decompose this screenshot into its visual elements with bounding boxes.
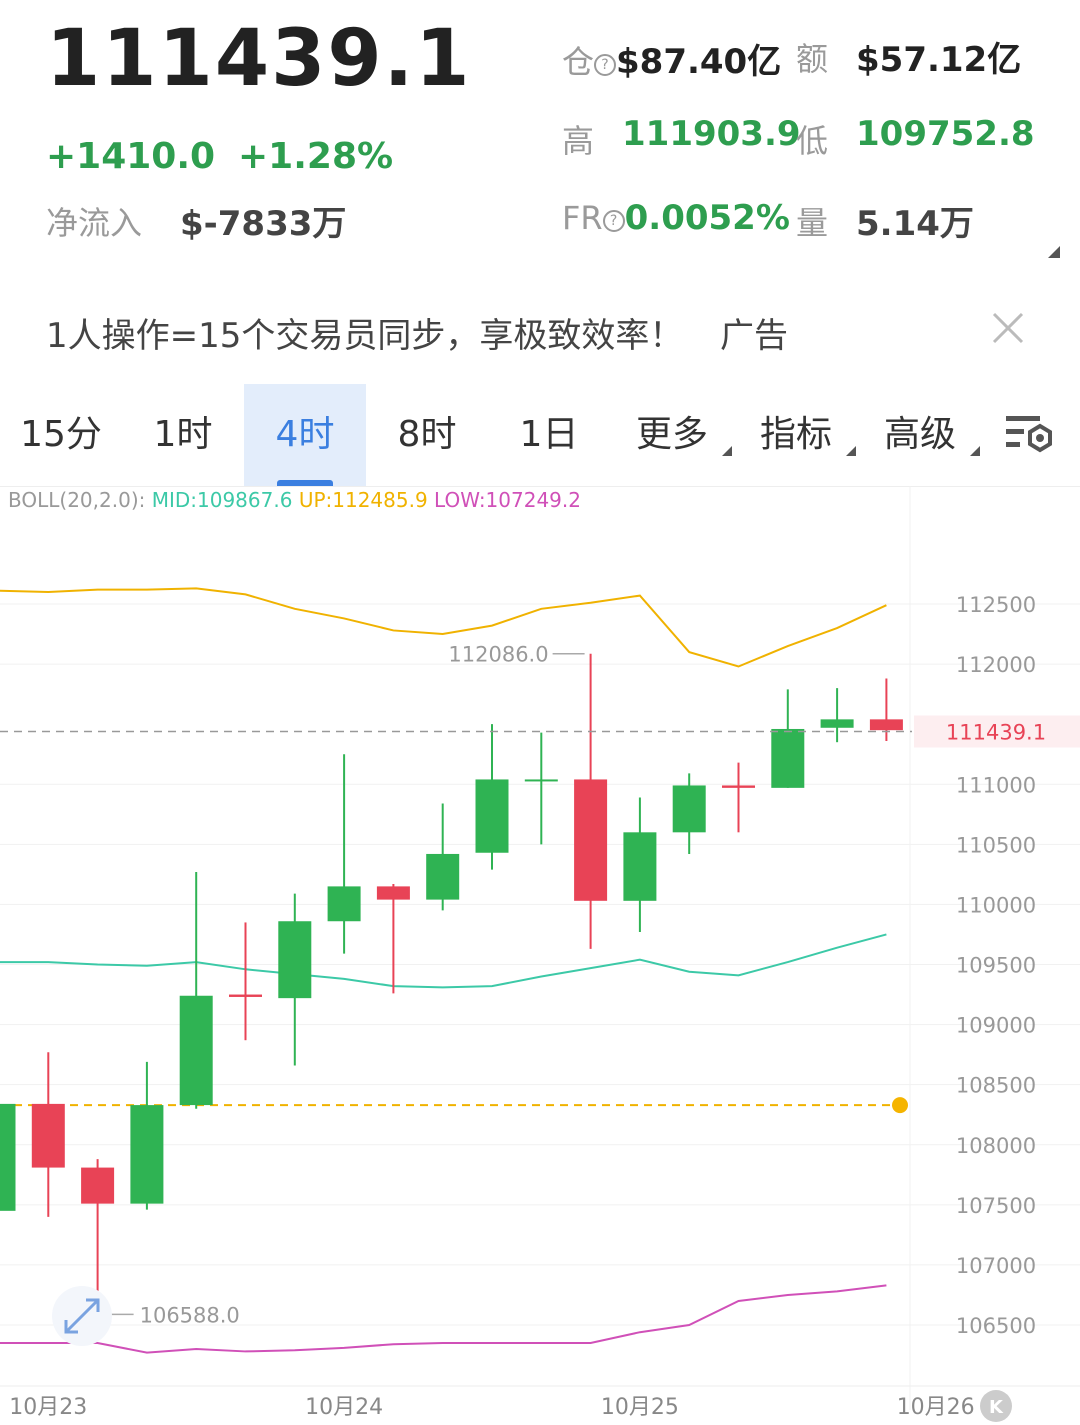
x-tick-label: 10月24 bbox=[305, 1395, 383, 1420]
fullscreen-icon-part bbox=[86, 1298, 100, 1312]
fullscreen-icon-part bbox=[64, 1320, 78, 1334]
current-price-label: 111439.1 bbox=[946, 720, 1046, 744]
candle-body bbox=[327, 886, 361, 922]
timeframe-tabs: 15分 1时 4时 8时 1日 更多 指标 高级 bbox=[0, 384, 1080, 487]
help-icon[interactable]: ? bbox=[602, 210, 625, 232]
funding-rate-label: FR bbox=[562, 199, 603, 237]
dropdown-icon bbox=[970, 446, 980, 456]
price-change: +1410.0 bbox=[46, 136, 216, 177]
open-interest-value: $87.40亿 bbox=[616, 42, 782, 82]
candle-body bbox=[475, 779, 509, 853]
boll-up: UP:112485.9 bbox=[298, 488, 428, 512]
net-inflow-value: $-7833万 bbox=[180, 204, 347, 244]
boll-mid-line bbox=[0, 933, 887, 989]
k-badge-letter: K bbox=[989, 1397, 1004, 1418]
tab-4h[interactable]: 4时 bbox=[244, 384, 366, 486]
candle-body bbox=[278, 921, 312, 999]
low-label: 低 bbox=[796, 122, 829, 160]
y-tick-label: 108500 bbox=[956, 1074, 1036, 1098]
boll-legend: BOLL(20,2.0): MID:109867.6 UP:112485.9 L… bbox=[8, 488, 581, 512]
price-change-percent: +1.28% bbox=[238, 136, 394, 177]
y-tick-label: 109000 bbox=[956, 1014, 1036, 1038]
high-label: 高 bbox=[562, 122, 595, 160]
expand-corner-icon[interactable] bbox=[1048, 246, 1060, 258]
x-tick-label: 10月26 bbox=[897, 1395, 975, 1420]
tab-1h[interactable]: 1时 bbox=[153, 414, 213, 455]
last-price: 111439.1 bbox=[46, 14, 472, 104]
y-tick-label: 108000 bbox=[956, 1134, 1036, 1158]
tab-15m[interactable]: 15分 bbox=[20, 414, 102, 455]
candle-body bbox=[869, 719, 903, 731]
dropdown-icon bbox=[722, 446, 732, 456]
candle-body bbox=[229, 994, 262, 997]
position-marker bbox=[892, 1097, 908, 1114]
y-tick-label: 109500 bbox=[956, 954, 1036, 978]
high-marker-label: 112086.0 bbox=[448, 643, 548, 667]
y-tick-label: 110500 bbox=[956, 833, 1036, 857]
boll-lower-band bbox=[0, 1284, 887, 1354]
candle-body bbox=[426, 853, 460, 900]
y-tick-label: 111000 bbox=[956, 773, 1036, 797]
candle-body bbox=[771, 728, 805, 788]
volume-label: 量 bbox=[796, 204, 829, 242]
ad-text[interactable]: 1人操作=15个交易员同步，享极致效率！ bbox=[46, 316, 684, 356]
candle-body bbox=[81, 1167, 115, 1204]
candle-body bbox=[376, 886, 410, 900]
close-icon[interactable] bbox=[990, 310, 1026, 346]
candle-body bbox=[130, 1105, 164, 1204]
k-badge-icon bbox=[980, 1390, 1012, 1422]
high-value: 111903.9 bbox=[622, 114, 801, 154]
y-tick-label: 107500 bbox=[956, 1194, 1036, 1218]
boll-low: LOW:107249.2 bbox=[434, 488, 581, 512]
funding-rate-value: 0.0052% bbox=[624, 198, 790, 238]
y-tick-label: 110000 bbox=[956, 893, 1036, 917]
open-interest-stat: 仓? $87.40亿 bbox=[562, 34, 781, 83]
active-tab-indicator bbox=[277, 480, 333, 486]
candlestick-chart[interactable]: 112500 112000 111000 110500 110000 109500 1090… bbox=[0, 486, 1080, 1425]
candle-body bbox=[672, 785, 706, 833]
low-marker-label: 106588.0 bbox=[140, 1303, 240, 1327]
x-tick-label: 10月23 bbox=[9, 1395, 87, 1420]
funding-rate-stat: FR? 0.0052% bbox=[562, 198, 790, 238]
open-interest-label: 仓 bbox=[562, 43, 595, 81]
candle-body bbox=[524, 779, 558, 782]
volume-value: 5.14万 bbox=[856, 204, 974, 244]
candle-body bbox=[0, 1103, 16, 1211]
y-tick-label: 106500 bbox=[956, 1314, 1036, 1338]
chart-settings-icon[interactable] bbox=[1004, 412, 1056, 460]
y-tick-label: 112000 bbox=[956, 653, 1036, 677]
tab-8h[interactable]: 8时 bbox=[397, 414, 457, 455]
y-tick-label: 112500 bbox=[956, 593, 1036, 617]
low-value: 109752.8 bbox=[856, 114, 1035, 154]
candle-body bbox=[722, 785, 755, 788]
boll-upper-band bbox=[0, 587, 887, 668]
ad-tag: 广告 bbox=[720, 316, 788, 356]
y-tick-label: 107000 bbox=[956, 1254, 1036, 1278]
fullscreen-icon-part bbox=[64, 1298, 100, 1334]
tab-1d[interactable]: 1日 bbox=[519, 414, 579, 455]
help-icon[interactable]: ? bbox=[594, 54, 617, 76]
dropdown-icon bbox=[846, 446, 856, 456]
boll-name: BOLL(20,2.0): bbox=[8, 488, 146, 512]
fullscreen-icon[interactable] bbox=[52, 1286, 112, 1346]
candle-body bbox=[31, 1103, 65, 1168]
candle-body bbox=[820, 719, 854, 728]
candle-body bbox=[623, 832, 657, 901]
amount-label: 额 bbox=[796, 40, 829, 78]
candle-body bbox=[179, 995, 213, 1106]
net-inflow-label: 净流入 bbox=[46, 204, 143, 242]
amount-value: $57.12亿 bbox=[856, 40, 1022, 80]
current-price-tag bbox=[914, 715, 1080, 748]
x-tick-label: 10月25 bbox=[601, 1395, 679, 1420]
tab-advanced[interactable]: 高级 bbox=[870, 384, 980, 486]
boll-mid: MID:109867.6 bbox=[151, 488, 293, 512]
candle-body bbox=[574, 779, 608, 901]
tab-more[interactable]: 更多 bbox=[622, 384, 732, 486]
tab-indicators[interactable]: 指标 bbox=[746, 384, 856, 486]
